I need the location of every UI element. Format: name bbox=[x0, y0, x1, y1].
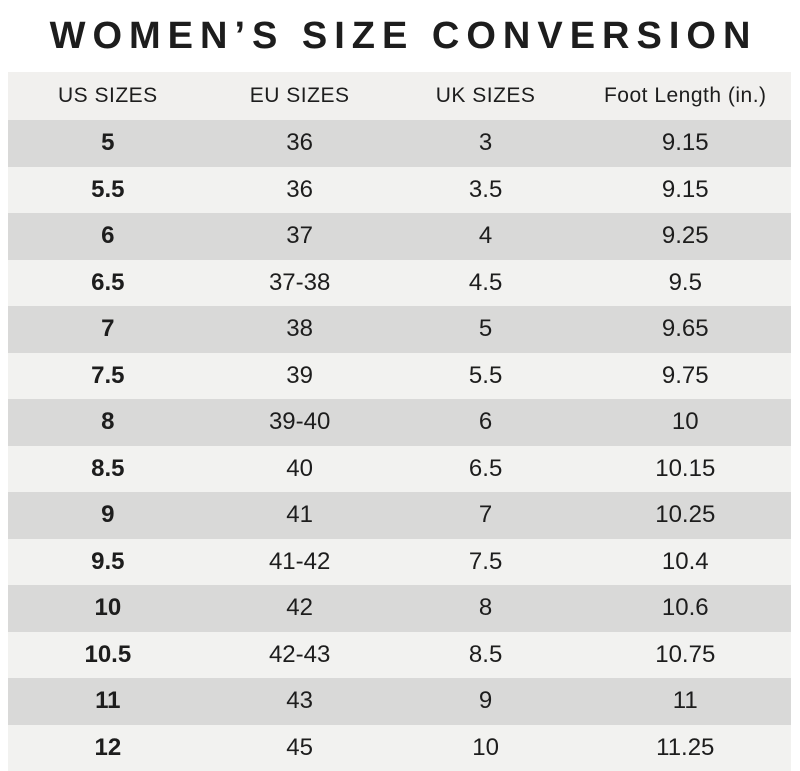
cell-uk-size: 5.5 bbox=[468, 361, 503, 389]
cell-foot-length: 9.65 bbox=[661, 315, 709, 343]
table-row: 9.5 41-42 7.5 10.4 bbox=[8, 538, 791, 585]
table-row: 11 43 9 11 bbox=[8, 678, 791, 725]
cell-eu-size: 39-40 bbox=[268, 408, 331, 436]
table-row: 8.5 40 6.5 10.15 bbox=[8, 445, 791, 492]
cell-us-size: 9 bbox=[101, 501, 115, 529]
cell-us-size: 5.5 bbox=[91, 175, 125, 203]
cell-foot-length: 11.25 bbox=[656, 733, 715, 761]
size-conversion-table: US SIZES EU SIZES UK SIZES Foot Length (… bbox=[8, 72, 791, 771]
cell-eu-size: 42 bbox=[286, 594, 313, 622]
table-row: 5.5 36 3.5 9.15 bbox=[8, 166, 791, 213]
cell-foot-length: 10.4 bbox=[661, 547, 709, 575]
cell-uk-size: 8 bbox=[478, 594, 493, 622]
cell-eu-size: 42-43 bbox=[268, 640, 331, 668]
cell-eu-size: 41-42 bbox=[268, 547, 331, 575]
cell-uk-size: 7.5 bbox=[468, 547, 503, 575]
column-header-us-sizes: US SIZES bbox=[57, 84, 158, 107]
cell-foot-length: 10.6 bbox=[661, 594, 709, 622]
cell-foot-length: 9.15 bbox=[661, 175, 709, 203]
cell-eu-size: 38 bbox=[286, 315, 313, 343]
table-row: 8 39-40 6 10 bbox=[8, 399, 791, 446]
cell-us-size: 6 bbox=[101, 222, 115, 250]
cell-us-size: 11 bbox=[95, 687, 121, 715]
table-row: 7.5 39 5.5 9.75 bbox=[8, 352, 791, 399]
column-header-foot-length: Foot Length (in.) bbox=[603, 84, 767, 107]
cell-us-size: 10 bbox=[94, 594, 122, 622]
cell-us-size: 10.5 bbox=[84, 640, 132, 668]
cell-uk-size: 10 bbox=[472, 733, 499, 761]
cell-us-size: 8 bbox=[101, 408, 115, 436]
table-row: 10 42 8 10.6 bbox=[8, 585, 791, 632]
cell-eu-size: 40 bbox=[286, 454, 313, 482]
page-title: WOMEN’S SIZE CONVERSION bbox=[49, 14, 758, 57]
cell-eu-size: 43 bbox=[286, 687, 313, 715]
cell-eu-size: 37-38 bbox=[268, 268, 331, 296]
table-row: 6 37 4 9.25 bbox=[8, 213, 791, 260]
cell-us-size: 7 bbox=[101, 315, 115, 343]
cell-eu-size: 39 bbox=[286, 361, 313, 389]
title-block: WOMEN’S SIZE CONVERSION bbox=[0, 0, 800, 72]
cell-foot-length: 9.15 bbox=[661, 129, 709, 157]
cell-foot-length: 9.25 bbox=[661, 222, 709, 250]
cell-eu-size: 36 bbox=[286, 175, 313, 203]
cell-foot-length: 10.25 bbox=[655, 501, 716, 529]
cell-us-size: 12 bbox=[94, 733, 122, 761]
cell-uk-size: 8.5 bbox=[468, 640, 503, 668]
cell-uk-size: 6 bbox=[478, 408, 493, 436]
cell-us-size: 9.5 bbox=[91, 547, 125, 575]
cell-foot-length: 10.15 bbox=[655, 454, 716, 482]
cell-uk-size: 7 bbox=[478, 501, 493, 529]
cell-us-size: 5 bbox=[101, 129, 115, 157]
cell-foot-length: 9.5 bbox=[668, 268, 702, 296]
cell-uk-size: 4.5 bbox=[468, 268, 503, 296]
cell-foot-length: 10.75 bbox=[655, 640, 716, 668]
cell-uk-size: 3 bbox=[478, 129, 493, 157]
cell-uk-size: 3.5 bbox=[468, 175, 503, 203]
cell-uk-size: 9 bbox=[478, 687, 493, 715]
cell-us-size: 8.5 bbox=[91, 454, 125, 482]
table-row: 10.5 42-43 8.5 10.75 bbox=[8, 631, 791, 678]
cell-foot-length: 11 bbox=[672, 687, 698, 715]
table-row: 5 36 3 9.15 bbox=[8, 120, 791, 167]
cell-us-size: 7.5 bbox=[91, 361, 125, 389]
cell-eu-size: 45 bbox=[286, 733, 313, 761]
cell-foot-length: 10 bbox=[671, 408, 699, 436]
table-row: 7 38 5 9.65 bbox=[8, 306, 791, 353]
cell-us-size: 6.5 bbox=[91, 268, 125, 296]
table-row: 9 41 7 10.25 bbox=[8, 492, 791, 539]
cell-uk-size: 4 bbox=[478, 222, 493, 250]
cell-uk-size: 5 bbox=[478, 315, 493, 343]
table-header-row: US SIZES EU SIZES UK SIZES Foot Length (… bbox=[8, 72, 791, 120]
cell-foot-length: 9.75 bbox=[661, 361, 709, 389]
cell-eu-size: 37 bbox=[286, 222, 313, 250]
cell-uk-size: 6.5 bbox=[468, 454, 503, 482]
table-row: 12 45 10 11.25 bbox=[8, 724, 791, 771]
cell-eu-size: 41 bbox=[286, 501, 313, 529]
table-body: 5 36 3 9.15 5.5 36 3.5 9.15 6 37 4 9.25 … bbox=[8, 120, 791, 771]
table-row: 6.5 37-38 4.5 9.5 bbox=[8, 259, 791, 306]
cell-eu-size: 36 bbox=[286, 129, 313, 157]
column-header-uk-sizes: UK SIZES bbox=[435, 84, 536, 107]
column-header-eu-sizes: EU SIZES bbox=[249, 84, 350, 107]
